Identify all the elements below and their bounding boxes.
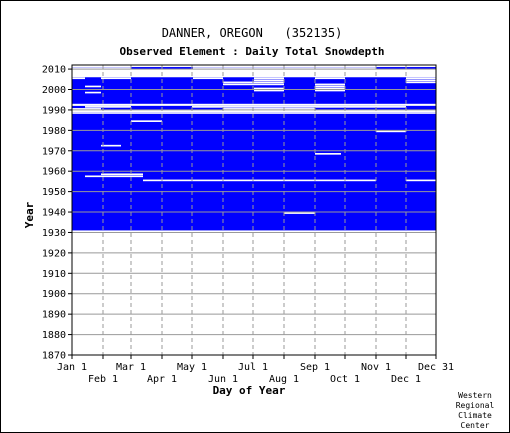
x-tick-label: Dec 31	[418, 362, 454, 373]
data-gap	[406, 179, 436, 182]
data-gap	[101, 144, 121, 147]
data-gap	[143, 179, 376, 182]
chart-subtitle: Observed Element : Daily Total Snowdepth	[120, 45, 385, 58]
y-tick-label: 1960	[42, 167, 66, 178]
data-gap	[192, 106, 406, 108]
data-gap	[315, 153, 341, 155]
chart-title: DANNER, OREGON (352135)	[162, 26, 343, 40]
y-tick-label: 1940	[42, 208, 66, 219]
data-gap	[85, 85, 101, 88]
x-tick-label: Oct 1	[330, 374, 360, 385]
data-gap	[72, 110, 436, 112]
data-gap	[72, 108, 101, 110]
data-gap	[101, 173, 143, 176]
data-gap	[315, 77, 345, 80]
y-tick-label: 1930	[42, 228, 66, 239]
data-gap	[406, 81, 436, 84]
y-tick-label: 1910	[42, 269, 66, 280]
data-gap	[223, 108, 315, 110]
x-tick-label: Nov 1	[361, 362, 391, 373]
x-tick-label: Jun 1	[208, 374, 238, 385]
data-gap	[406, 79, 436, 82]
credit-line-2: Regional	[456, 401, 495, 410]
data-band	[72, 105, 436, 110]
x-tick-label: May 1	[177, 362, 207, 373]
x-tick-label: Feb 1	[88, 374, 118, 385]
data-gap	[315, 87, 345, 90]
credit-line-3: Climate	[458, 411, 492, 420]
data-gap	[72, 67, 131, 69]
y-tick-label: 2010	[42, 65, 66, 76]
y-tick-label: 1950	[42, 187, 66, 198]
y-tick-label: 1990	[42, 105, 66, 116]
data-gap	[193, 77, 223, 80]
credit-line-4: Center	[461, 421, 490, 430]
data-gap	[315, 83, 345, 86]
x-tick-label: Mar 1	[116, 362, 146, 373]
x-tick-label: Aug 1	[269, 374, 299, 385]
data-gap	[254, 77, 284, 80]
credit-line-1: Western	[458, 391, 492, 400]
data-gap	[101, 77, 131, 80]
plot-border	[71, 64, 437, 356]
data-gap	[72, 104, 131, 106]
data-gap	[406, 77, 436, 80]
y-tick-label: 1880	[42, 330, 66, 341]
y-tick-label: 1890	[42, 310, 66, 321]
data-layer	[72, 67, 436, 231]
data-gap	[85, 106, 131, 108]
y-tick-label: 1980	[42, 126, 66, 137]
data-gap	[85, 175, 101, 178]
data-gap	[284, 212, 315, 214]
data-gap	[85, 91, 101, 94]
y-tick-label: 1970	[42, 146, 66, 157]
data-gap	[72, 112, 436, 114]
x-tick-label: Sep 1	[300, 362, 330, 373]
data-gap	[376, 130, 406, 133]
x-axis-label: Day of Year	[213, 384, 286, 397]
x-tick-label: Dec 1	[391, 374, 421, 385]
y-tick-label: 1900	[42, 289, 66, 300]
x-tick-label: Jul 1	[238, 362, 268, 373]
data-gap	[254, 87, 284, 90]
data-gap	[223, 83, 284, 86]
data-gap	[101, 175, 143, 178]
y-tick-label: 2000	[42, 85, 66, 96]
y-tick-label: 1920	[42, 248, 66, 259]
y-tick-label: 1870	[42, 351, 66, 362]
y-axis-label: Year	[23, 201, 36, 228]
data-gap	[315, 85, 345, 88]
x-tick-label: Jan 1	[57, 362, 87, 373]
x-tick-label: Apr 1	[147, 374, 177, 385]
axis-layer: 2010 2000 1990 1980 1970 1960 1950 1940 1930 1920…	[42, 64, 454, 385]
data-gap	[72, 77, 85, 80]
data-gap	[254, 89, 284, 92]
data-gap	[254, 79, 284, 82]
data-gap	[315, 89, 345, 92]
data-gap	[131, 120, 162, 122]
